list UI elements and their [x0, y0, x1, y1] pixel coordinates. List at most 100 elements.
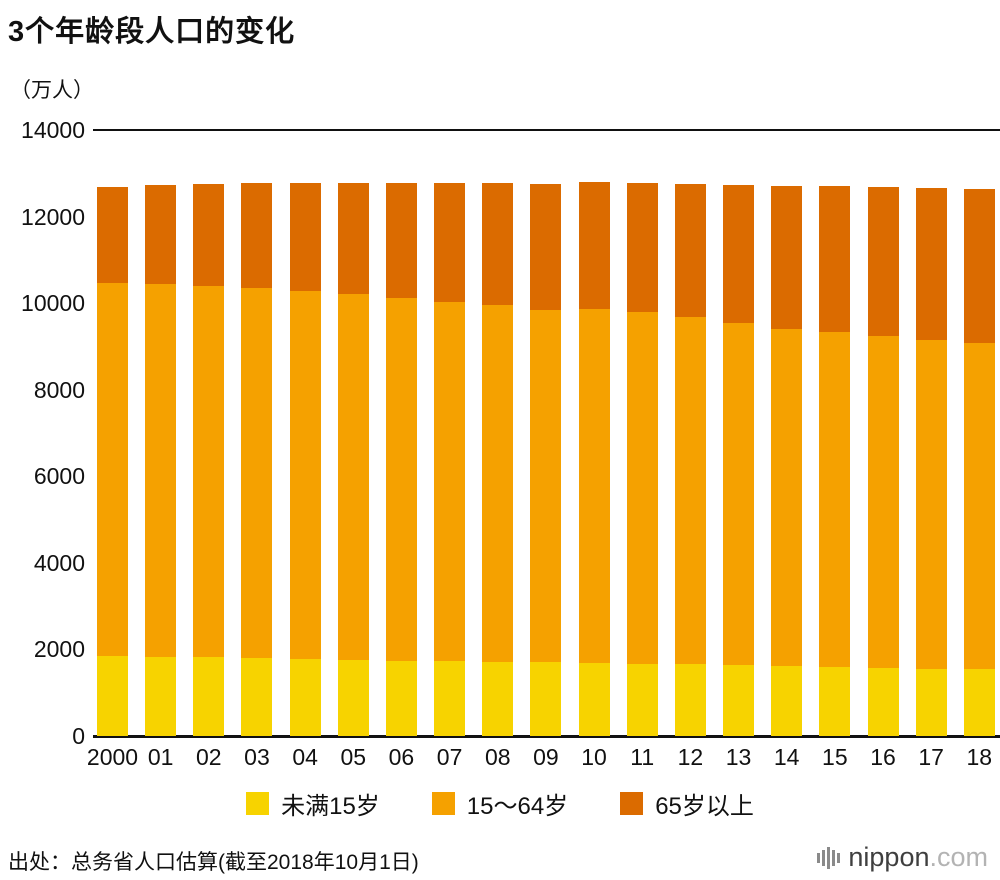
- x-tick-label: 03: [244, 744, 270, 770]
- segment-65岁以上: [578, 181, 610, 310]
- segment-15～64岁: [385, 298, 417, 661]
- segment-15～64岁: [674, 317, 706, 665]
- segment-65岁以上: [97, 187, 128, 283]
- bar-15: [819, 185, 851, 736]
- legend-label: 未满15岁: [281, 793, 380, 820]
- x-tick-label: 2000: [86, 744, 139, 770]
- bar-02: [193, 184, 225, 736]
- segment-65岁以上: [337, 182, 369, 295]
- segment-未满15岁: [674, 664, 706, 736]
- x-tick-label: 08: [484, 744, 511, 770]
- x-tick-label: 01: [147, 744, 174, 770]
- segment-15～64岁: [963, 342, 995, 670]
- legend-item: 未满15岁: [246, 786, 380, 821]
- bar-2000: [97, 187, 128, 736]
- segment-未满15岁: [578, 663, 610, 736]
- segment-未满15岁: [434, 661, 466, 736]
- bar-17: [915, 187, 947, 736]
- logo-text: nippon: [848, 842, 930, 872]
- y-tick-label: 12000: [21, 203, 85, 230]
- x-tick-label: 13: [725, 744, 752, 770]
- x-axis-baseline: [93, 735, 1000, 738]
- legend-swatch: [620, 792, 644, 815]
- segment-65岁以上: [193, 184, 225, 287]
- segment-15～64岁: [626, 311, 658, 664]
- legend-swatch: [431, 792, 455, 815]
- x-tick-label: 18: [966, 744, 993, 770]
- x-tick-label: 09: [533, 744, 559, 770]
- x-axis-labels: 2000 01 02 03 04 05 06 07 08 09 10 11 12 13 14 15 16 17 18: [86, 744, 995, 771]
- x-tick-label: 12: [677, 744, 704, 770]
- bar-10: [578, 181, 610, 736]
- segment-65岁以上: [289, 182, 321, 291]
- y-tick-label: 4000: [33, 549, 85, 576]
- segment-未满15岁: [819, 666, 851, 736]
- segment-未满15岁: [963, 669, 995, 736]
- segment-15～64岁: [97, 282, 128, 657]
- segment-未满15岁: [482, 661, 514, 736]
- x-tick-label: 14: [773, 744, 800, 770]
- y-tick-label: 10000: [21, 290, 85, 317]
- x-tick-label: 06: [388, 744, 415, 770]
- x-tick-label: 05: [340, 744, 367, 770]
- y-tick-label: 2000: [33, 636, 85, 663]
- segment-65岁以上: [915, 187, 947, 340]
- segment-15～64岁: [530, 309, 562, 663]
- segment-15～64岁: [241, 287, 273, 659]
- segment-未满15岁: [97, 656, 128, 736]
- y-axis-unit-label: （万人）: [10, 79, 94, 102]
- logo-suffix: .com: [929, 842, 988, 872]
- segment-未满15岁: [241, 658, 273, 736]
- segment-65岁以上: [963, 188, 995, 343]
- segment-65岁以上: [145, 184, 177, 284]
- segment-15～64岁: [482, 305, 514, 662]
- segment-65岁以上: [674, 184, 706, 318]
- bar-04: [289, 182, 321, 736]
- bar-12: [674, 184, 706, 736]
- segment-15～64岁: [337, 294, 369, 660]
- y-tick-label: 14000: [21, 117, 85, 143]
- x-tick-label: 04: [292, 744, 318, 770]
- segment-15～64岁: [819, 332, 851, 667]
- segment-未满15岁: [289, 658, 321, 736]
- segment-未满15岁: [771, 665, 803, 736]
- legend-label: 15～64岁: [466, 793, 569, 820]
- legend-item: 65岁以上: [620, 786, 754, 821]
- x-tick-label: 15: [822, 744, 848, 770]
- segment-15～64岁: [193, 286, 225, 658]
- legend-swatch: [246, 792, 270, 815]
- bars: [97, 130, 995, 736]
- x-tick-label: 02: [196, 744, 222, 770]
- segment-65岁以上: [482, 183, 514, 306]
- segment-15～64岁: [434, 301, 466, 662]
- segment-65岁以上: [626, 182, 658, 312]
- y-tick-label: 6000: [33, 463, 85, 490]
- y-tick-label: 8000: [33, 376, 85, 403]
- segment-65岁以上: [241, 182, 273, 288]
- x-tick-label: 17: [918, 744, 944, 770]
- segment-15～64岁: [771, 328, 803, 666]
- legend-label: 65岁以上: [655, 793, 754, 820]
- segment-65岁以上: [867, 186, 899, 337]
- page-title: 3个年龄段人口的变化: [8, 16, 296, 48]
- bar-11: [626, 182, 658, 736]
- bar-01: [145, 184, 177, 736]
- segment-15～64岁: [289, 290, 321, 659]
- bar-05: [337, 182, 369, 736]
- bar-03: [241, 182, 273, 736]
- legend-item: 15～64岁: [431, 786, 569, 821]
- segment-未满15岁: [385, 660, 417, 736]
- source-note: 出处：总务省人口估算(截至2018年10月1日): [8, 851, 419, 874]
- segment-未满15岁: [337, 659, 369, 736]
- bar-14: [771, 185, 803, 736]
- bar-16: [867, 186, 899, 736]
- bar-08: [482, 183, 514, 736]
- segment-15～64岁: [867, 336, 899, 668]
- segment-未满15岁: [193, 657, 225, 736]
- legend: 未满15岁 15～64岁 65岁以上: [0, 786, 1000, 821]
- segment-未满15岁: [145, 656, 177, 736]
- bar-07: [434, 183, 466, 736]
- signal-bars-icon: [817, 846, 841, 869]
- bar-18: [963, 188, 995, 736]
- x-tick-label: 11: [630, 744, 655, 770]
